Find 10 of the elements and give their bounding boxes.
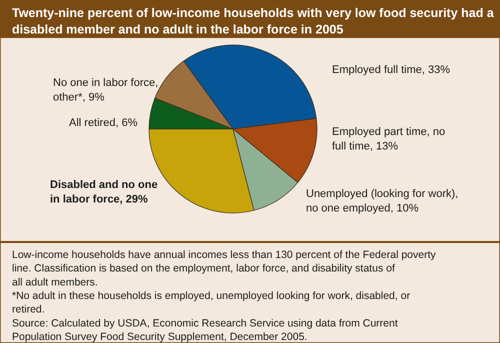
- text: Low-income households have annual incomes less than 130 percent of the Federal poverty line. Classification is based on the employment, labor force, and disability status of all adult members.: [12, 249, 437, 288]
- slice-label: No one in labor force, other*, 9%: [53, 77, 158, 104]
- slice-label: Unemployed (looking for work), no one employed, 10%: [306, 188, 458, 214]
- text: *No adult in these households is employed, unemployed looking for work, disabled, or retired.: [12, 290, 411, 316]
- chart-title: Twenty-nine percent of low-income households with very low food security had a disabled member and no adult in the labor force in 2005: [12, 6, 495, 36]
- source-note: Source: Calculated by USDA, Economic Research Service using data from Current Population Survey Food Security Supplement, December 2005.: [12, 317, 398, 343]
- slice-label: All retired, 6%: [69, 117, 138, 129]
- slice-label: Disabled and no one in labor force, 29%: [50, 179, 158, 206]
- slice-label: Employed full time, 33%: [332, 64, 450, 76]
- slice-label: Employed part time, no full time, 13%: [332, 126, 446, 152]
